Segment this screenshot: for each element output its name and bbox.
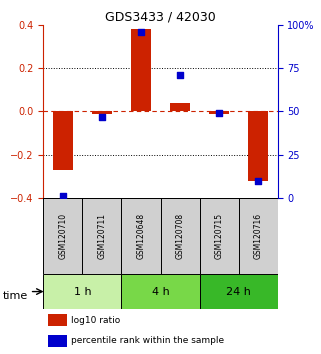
Bar [82, 198, 121, 274]
Bar [121, 198, 160, 274]
Bar [200, 274, 278, 309]
Bar [160, 198, 200, 274]
Text: GSM120715: GSM120715 [214, 213, 224, 259]
Text: log10 ratio: log10 ratio [72, 316, 121, 325]
Bar [48, 314, 67, 326]
Text: GSM120708: GSM120708 [176, 213, 185, 259]
Text: time: time [3, 291, 29, 301]
Bar [121, 274, 200, 309]
Point [138, 29, 143, 35]
Point [178, 72, 183, 78]
Text: GSM120648: GSM120648 [136, 213, 145, 259]
Bar [200, 198, 239, 274]
Bar [48, 335, 67, 347]
Text: GSM120710: GSM120710 [58, 213, 67, 259]
Point [216, 110, 221, 116]
Bar [53, 112, 73, 170]
Point [60, 193, 65, 199]
Title: GDS3433 / 42030: GDS3433 / 42030 [105, 11, 216, 24]
Text: GSM120716: GSM120716 [254, 213, 263, 259]
Text: percentile rank within the sample: percentile rank within the sample [72, 336, 225, 346]
Bar [170, 103, 190, 112]
Text: 4 h: 4 h [152, 286, 169, 297]
Bar [239, 198, 278, 274]
Bar [43, 198, 82, 274]
Text: 24 h: 24 h [226, 286, 251, 297]
Bar [92, 112, 112, 114]
Bar [43, 274, 121, 309]
Text: GSM120711: GSM120711 [97, 213, 107, 259]
Bar [131, 29, 151, 112]
Point [256, 178, 261, 183]
Point [99, 114, 104, 119]
Bar [248, 112, 268, 181]
Bar [209, 112, 229, 114]
Text: 1 h: 1 h [74, 286, 91, 297]
